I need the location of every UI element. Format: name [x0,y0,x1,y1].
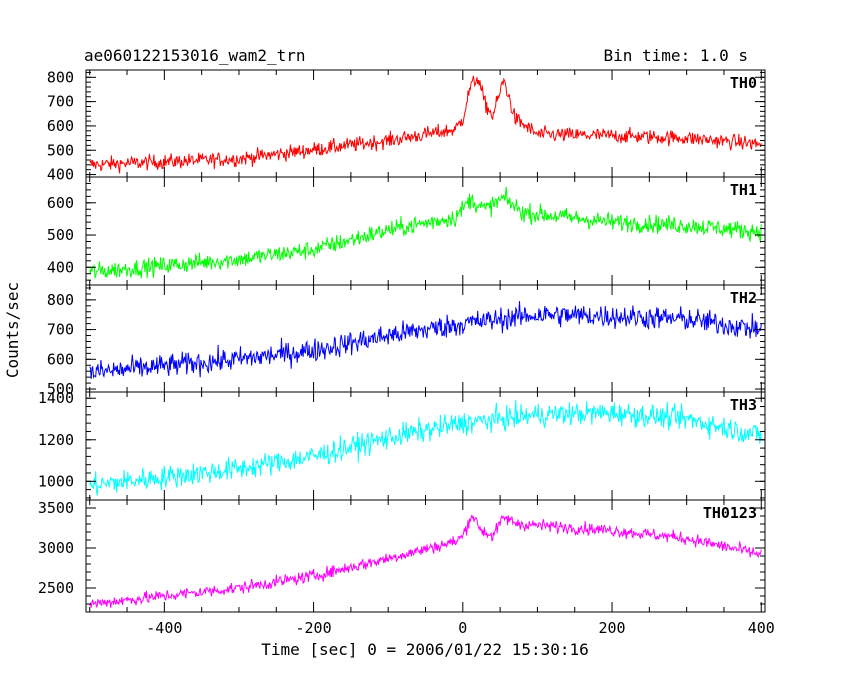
panel-frame [85,391,766,501]
y-tick-label: 2500 [38,579,74,597]
x-axis: -400 -200 0 200 400 [146,619,775,637]
series-line-th0123 [89,514,762,608]
y-tick-label: 1000 [38,472,74,490]
panel-label-th3: TH3 [730,396,757,414]
y-tick-label: 400 [47,166,74,184]
x-tick-label: 400 [748,619,775,637]
panel-label-th1: TH1 [730,181,757,199]
panel-th2: 500 600 700 800 TH2 [47,284,766,398]
series-line-th1 [89,186,762,280]
y-tick-label: 3000 [38,539,74,557]
x-tick-label: -200 [296,619,332,637]
panel-frame [85,176,766,286]
y-tick-label: 500 [47,380,74,398]
y-tick-label: 700 [47,321,74,339]
chart-title: ae060122153016_wam2_trn [84,46,306,65]
series-line-th3 [89,399,762,496]
y-tick-label: 1200 [38,431,74,449]
panel-label-th0123: TH0123 [703,504,757,522]
series-line-th2 [89,301,762,379]
y-tick-label: 1400 [38,389,74,407]
x-axis-title: Time [sec] 0 = 2006/01/22 15:30:16 [261,640,589,659]
panel-th0123: 2500 3000 3500 TH0123 [38,499,766,613]
panel-th1: 400 500 600 TH1 [47,176,766,286]
x-tick-label: -400 [146,619,182,637]
panel-th0: 400 500 600 700 800 TH0 [47,68,766,184]
series-line-th0 [89,75,762,174]
bin-time-label: Bin time: 1.0 s [604,46,749,65]
panel-label-th0: TH0 [730,74,757,92]
x-tick-label: 0 [458,619,467,637]
y-tick-label: 800 [47,291,74,309]
y-tick-label: 3500 [38,499,74,517]
y-tick-label: 500 [47,226,74,244]
y-tick-label: 600 [47,194,74,212]
panel-th3: 1000 1200 1400 TH3 [38,389,766,501]
y-tick-label: 400 [47,258,74,276]
panels-group: 400 500 600 700 800 TH0 400 500 600 TH1 500 600 700 8… [38,68,766,613]
panel-frame [85,499,766,613]
y-axis-title: Counts/sec [3,282,22,378]
panel-frame [85,284,766,393]
y-tick-label: 700 [47,93,74,111]
x-tick-label: 200 [598,619,625,637]
panel-label-th2: TH2 [730,289,757,307]
y-tick-label: 500 [47,141,74,159]
y-tick-label: 600 [47,350,74,368]
y-tick-label: 600 [47,117,74,135]
y-tick-label: 800 [47,68,74,86]
